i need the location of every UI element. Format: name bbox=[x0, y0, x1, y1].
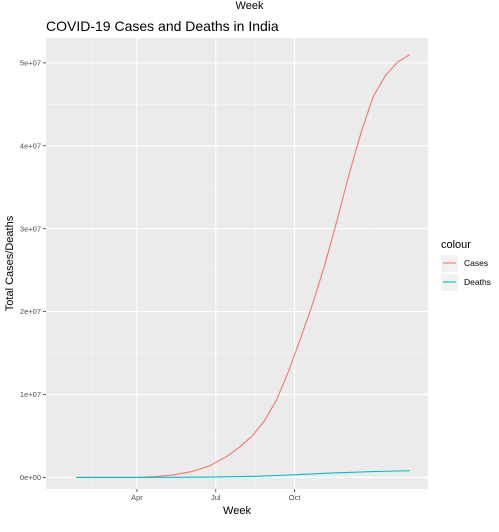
x-tick-label: Apr bbox=[131, 493, 143, 502]
plot-panel bbox=[46, 38, 428, 489]
x-tick-label: Jul bbox=[211, 493, 221, 502]
x-axis-ticks: Apr Jul Oct bbox=[131, 489, 301, 502]
legend-label-cases: Cases bbox=[464, 258, 488, 268]
top-label: Week bbox=[235, 0, 264, 12]
y-tick-label: 1e+07 bbox=[20, 390, 41, 399]
series-line-deaths bbox=[76, 470, 410, 478]
grid-major bbox=[46, 38, 428, 489]
y-axis-title: Total Cases/Deaths bbox=[4, 215, 16, 311]
y-tick-label: 4e+07 bbox=[20, 141, 41, 150]
y-tick-label: 2e+07 bbox=[20, 307, 41, 316]
x-tick-label: Oct bbox=[289, 493, 302, 502]
legend-label-deaths: Deaths bbox=[464, 277, 491, 287]
y-tick-label: 5e+07 bbox=[20, 58, 41, 67]
legend: Cases Deaths bbox=[441, 255, 491, 291]
y-tick-label: 0e+00 bbox=[20, 473, 41, 482]
legend-title: colour bbox=[441, 239, 471, 251]
y-axis-ticks: 0e+00 1e+07 2e+07 3e+07 4e+07 5e+07 bbox=[20, 58, 46, 482]
series-line-cases bbox=[76, 54, 411, 478]
y-tick-label: 3e+07 bbox=[20, 224, 41, 233]
grid-minor bbox=[46, 38, 428, 489]
x-axis-title: Week bbox=[223, 505, 251, 517]
series-lines bbox=[76, 54, 411, 478]
chart-title: COVID-19 Cases and Deaths in India bbox=[46, 18, 279, 34]
